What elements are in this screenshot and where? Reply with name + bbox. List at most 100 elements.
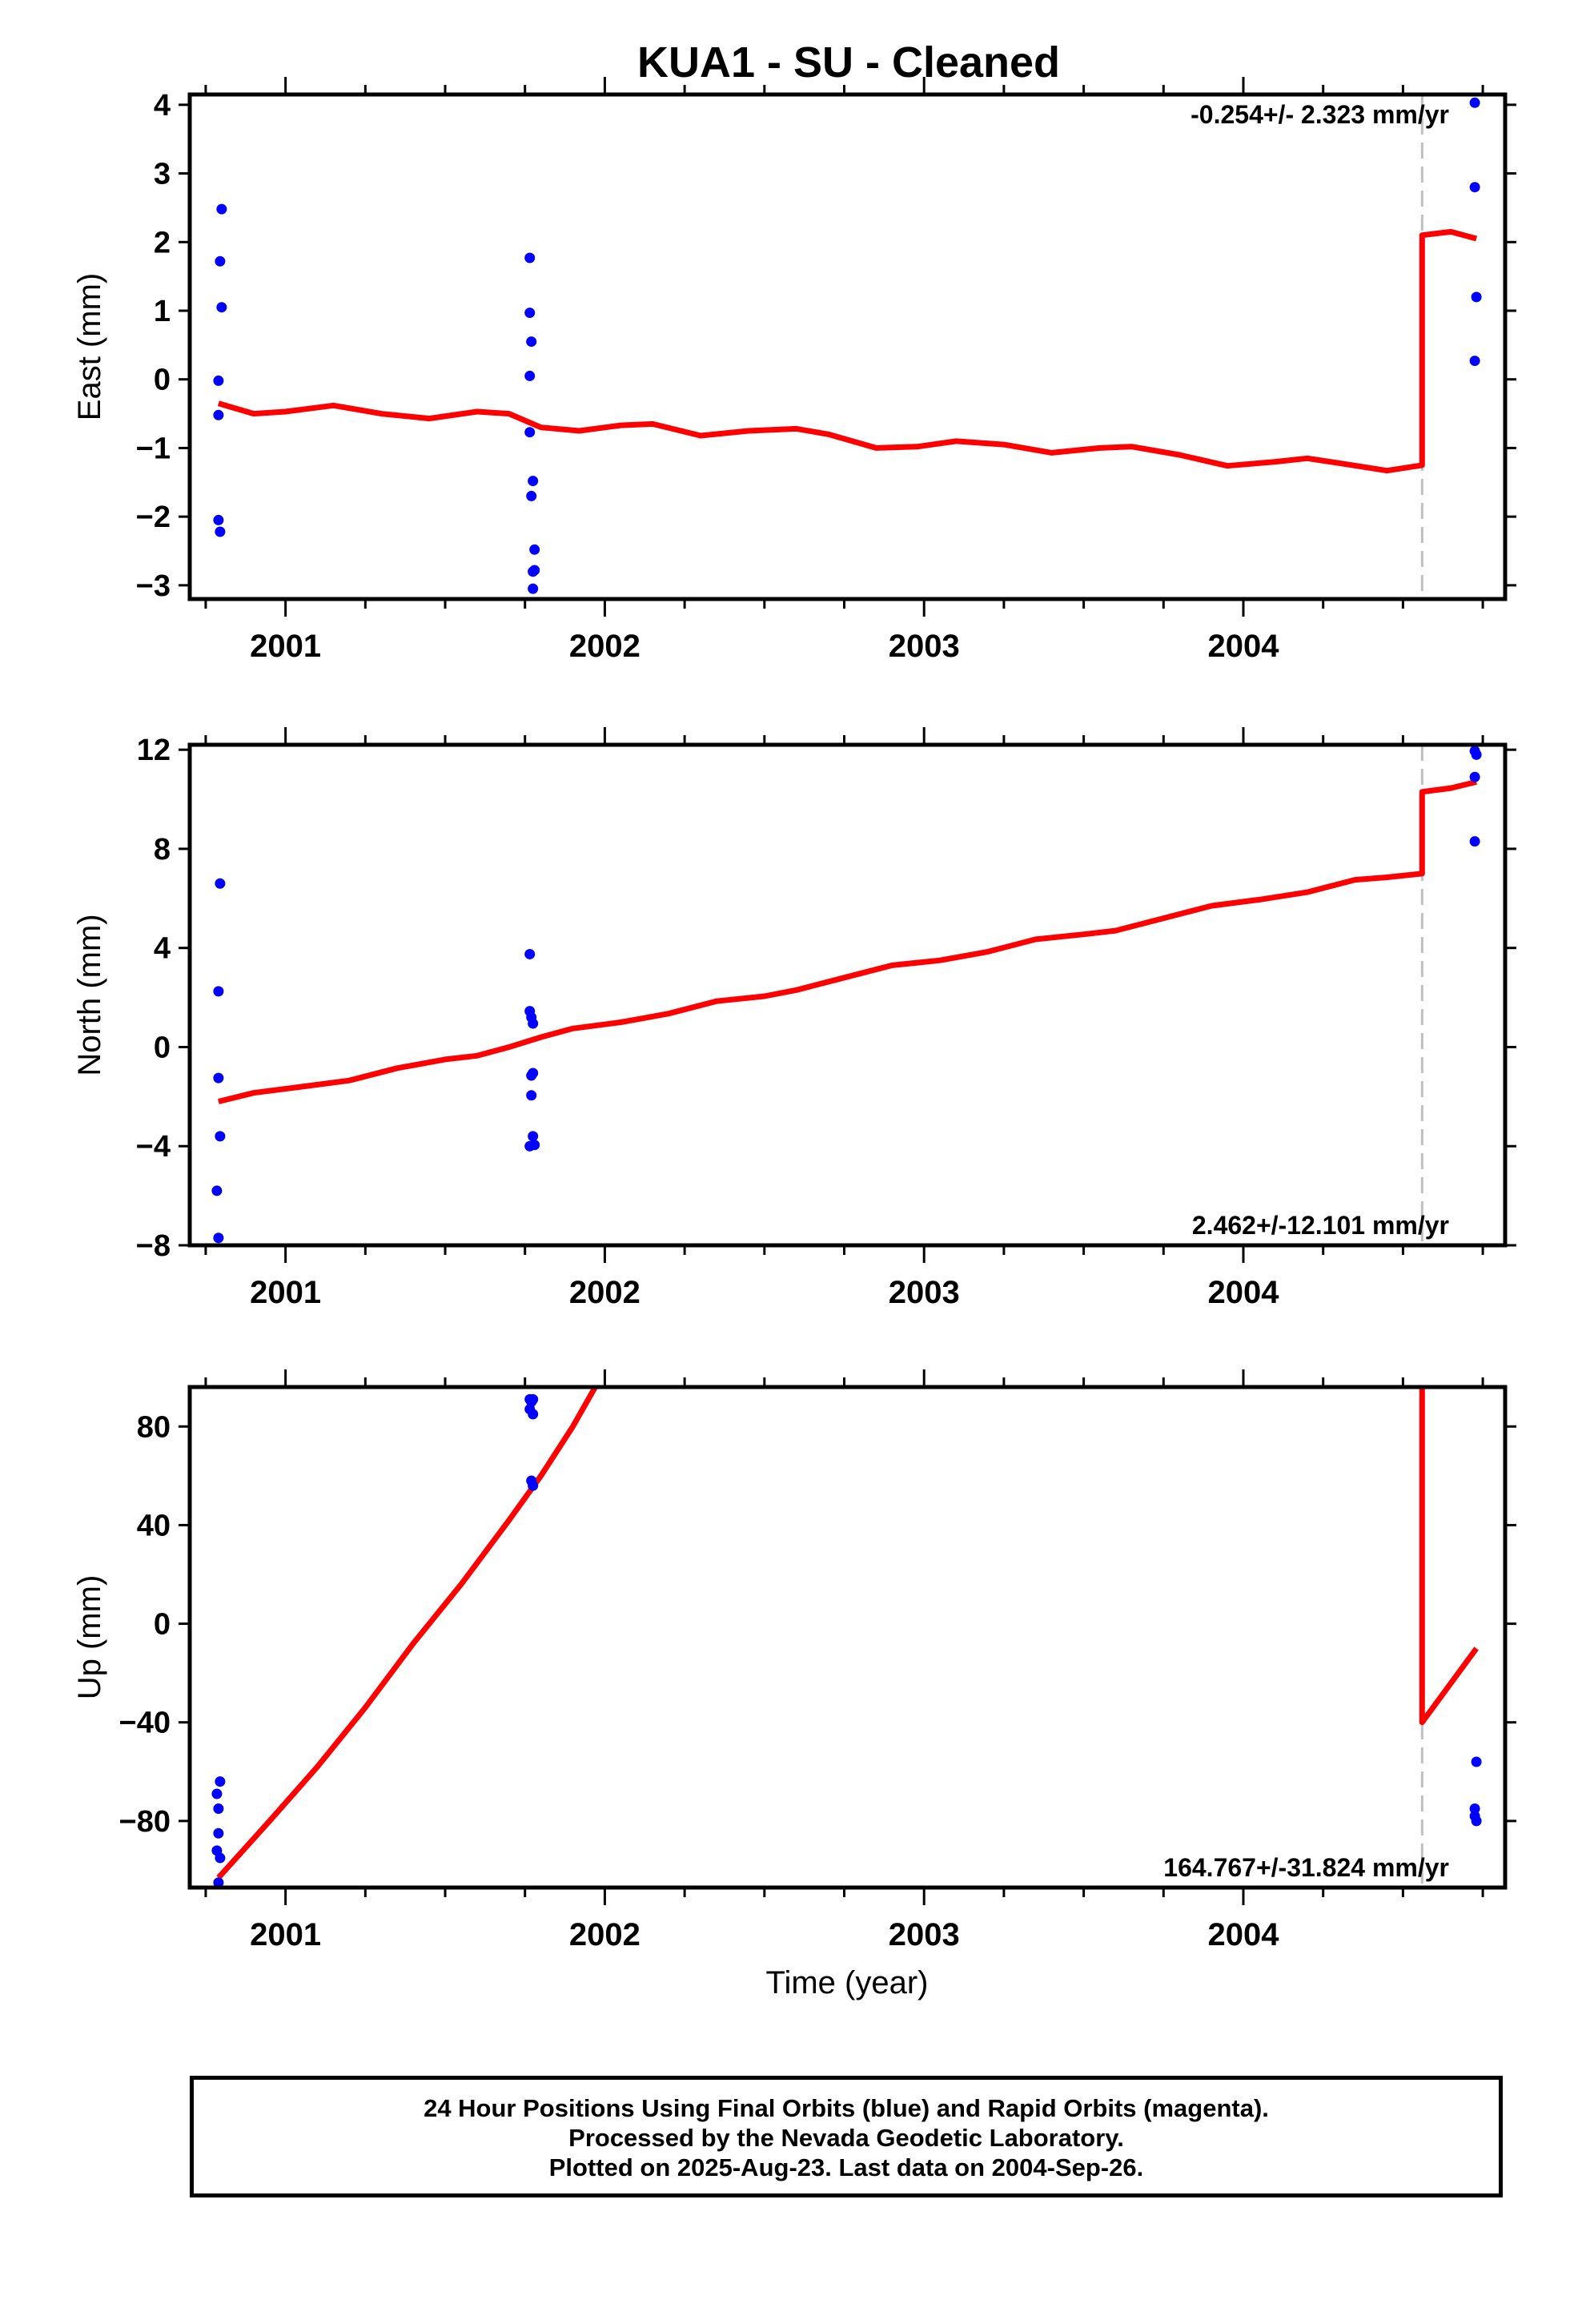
panel-3: 80 40 0 −40 −80 2001 2002 2003 2004 Up (mm) 164.76…: [72, 1369, 1516, 2000]
panel-1: 4 3 2 1 0 −1 −2 −3 2001 2002 2003 2004 East (mm) -0.2…: [72, 77, 1516, 664]
data-point: [215, 1776, 226, 1787]
data-point: [1471, 1815, 1482, 1827]
data-point: [526, 336, 537, 348]
data-point: [528, 476, 539, 487]
data-point: [213, 1803, 224, 1814]
y-tick-label: 0: [154, 1608, 171, 1642]
x-axis-label: Time (year): [766, 1965, 929, 2000]
data-layer: [216, 1387, 1479, 1880]
y-tick-label: 8: [154, 833, 171, 866]
data-layer: [218, 778, 1477, 1104]
plot-frame: [187, 742, 1508, 1248]
y-tick-label: −3: [136, 569, 171, 603]
y-tick-label: 0: [154, 1031, 171, 1064]
y-tick-label: 12: [137, 734, 171, 767]
x-tick-label: 2001: [250, 629, 321, 664]
data-point: [528, 566, 539, 577]
data-point: [213, 514, 224, 525]
x-tick-label: 2001: [250, 1917, 321, 1952]
data-point: [528, 583, 539, 594]
panel-2: 12 8 4 0 −4 −8 2001 2002 2003 2004 North (mm) 2.462…: [72, 727, 1516, 1310]
x-tick-label: 2001: [250, 1275, 321, 1310]
data-point: [213, 1827, 224, 1839]
y-tick-label: 2: [154, 226, 171, 259]
model-line-1: [216, 1387, 598, 1880]
y-tick-label: 4: [154, 89, 171, 123]
panels-group: 4 3 2 1 0 −1 −2 −3 2001 2002 2003 2004 East (mm) -0.2…: [72, 77, 1516, 2000]
y-axis-label: East (mm): [72, 273, 107, 420]
chart-title: KUA1 - SU - Cleaned: [637, 38, 1060, 86]
footer-line-1: 24 Hour Positions Using Final Orbits (bl…: [424, 2094, 1269, 2122]
data-point: [213, 986, 224, 997]
data-point: [1471, 1756, 1482, 1767]
data-point: [215, 1131, 226, 1142]
y-tick-label: 0: [154, 364, 171, 397]
data-point: [1469, 771, 1480, 782]
data-point: [1471, 292, 1482, 303]
data-point: [215, 255, 226, 267]
x-tick-label: 2003: [889, 1275, 960, 1310]
y-tick-label: 3: [154, 158, 171, 191]
y-axis-label: Up (mm): [72, 1575, 107, 1700]
data-point: [1469, 182, 1480, 193]
y-tick-label: 4: [154, 932, 171, 966]
y-tick-label: −4: [136, 1130, 171, 1164]
plot-frame: [187, 92, 1508, 601]
data-point: [1471, 749, 1482, 760]
data-point: [526, 490, 537, 501]
y-tick-label: −1: [136, 432, 171, 465]
y-tick-label: −80: [119, 1805, 171, 1839]
x-tick-label: 2004: [1208, 1275, 1280, 1310]
data-point: [213, 1877, 224, 1888]
y-tick-label: −40: [119, 1707, 171, 1740]
x-tick-label: 2004: [1208, 629, 1280, 664]
data-point: [215, 878, 226, 889]
y-tick-label: 40: [137, 1509, 171, 1542]
x-tick-label: 2002: [569, 1275, 640, 1310]
x-tick-label: 2004: [1208, 1917, 1280, 1952]
data-point: [524, 252, 536, 263]
data-point: [524, 370, 536, 381]
data-point: [528, 1409, 539, 1420]
rate-annotation: 164.767+/-31.824 mm/yr: [1163, 1853, 1449, 1882]
data-point: [524, 948, 536, 959]
y-axis-label: North (mm): [72, 914, 107, 1076]
rate-annotation: 2.462+/-12.101 mm/yr: [1192, 1211, 1449, 1240]
data-point: [1469, 356, 1480, 367]
rate-annotation: -0.254+/- 2.323 mm/yr: [1191, 100, 1449, 129]
model-line-2: [1419, 1387, 1479, 1726]
x-tick-label: 2003: [889, 1917, 960, 1952]
data-point: [526, 1070, 537, 1081]
data-point: [524, 427, 536, 438]
data-point: [528, 1393, 539, 1405]
data-point: [528, 1480, 539, 1491]
footer-line-3: Plotted on 2025-Aug-23. Last data on 200…: [548, 2153, 1144, 2181]
data-point: [215, 1852, 226, 1864]
data-point: [211, 1185, 223, 1196]
y-tick-label: 1: [154, 295, 171, 328]
data-point: [213, 409, 224, 420]
data-point: [211, 1788, 223, 1799]
data-point: [1469, 1803, 1480, 1814]
plot-frame: [187, 1385, 1508, 1890]
data-point: [528, 1131, 539, 1142]
y-tick-label: 80: [137, 1410, 171, 1444]
x-tick-label: 2002: [569, 1917, 640, 1952]
data-layer: [217, 228, 1478, 474]
data-point: [1469, 97, 1480, 108]
data-point: [213, 1072, 224, 1084]
model-line-1: [218, 778, 1477, 1104]
data-point: [213, 375, 224, 386]
x-tick-label: 2003: [889, 629, 960, 664]
data-point: [526, 1090, 537, 1101]
data-point: [528, 1018, 539, 1029]
y-tick-label: −8: [136, 1229, 171, 1263]
data-point: [524, 308, 536, 319]
data-point: [529, 1140, 540, 1151]
data-point: [215, 526, 226, 537]
footer-line-2: Processed by the Nevada Geodetic Laborat…: [568, 2124, 1124, 2152]
data-point: [213, 1232, 224, 1244]
data-point: [1469, 836, 1480, 847]
x-tick-label: 2002: [569, 629, 640, 664]
